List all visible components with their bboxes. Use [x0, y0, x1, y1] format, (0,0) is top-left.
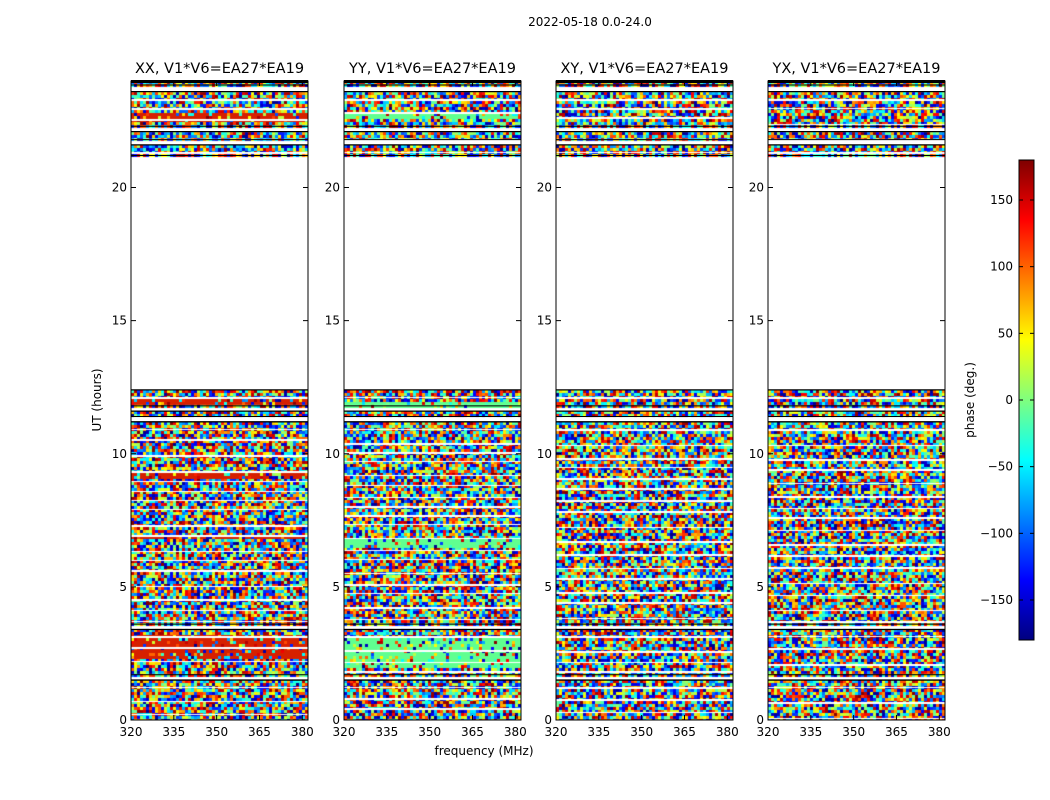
- x-tick-label: 335: [587, 725, 610, 739]
- y-tick-label: 15: [112, 314, 127, 328]
- y-tick-label: 10: [112, 447, 127, 461]
- panel-top-bar: [344, 80, 521, 83]
- x-tick-label: 365: [461, 725, 484, 739]
- panel-3: XY, V1*V6=EA27*EA19 320 335 350 365 380 0 5 10 15…: [537, 61, 739, 739]
- x-tick-label: 320: [545, 725, 568, 739]
- panel-title: YY, V1*V6=EA27*EA19: [348, 61, 516, 77]
- x-tick-label: 380: [291, 725, 314, 739]
- panel-top-bar: [556, 80, 733, 83]
- heatmap-cells: [768, 81, 945, 720]
- x-tick-label: 365: [673, 725, 696, 739]
- colorbar-tick-label: 150: [990, 193, 1013, 207]
- y-tick-label: 5: [119, 580, 127, 594]
- y-tick-label: 20: [537, 181, 552, 195]
- x-tick-label: 320: [757, 725, 780, 739]
- colorbar-tick-label: 0: [1005, 393, 1013, 407]
- colorbar-tick-label: 100: [990, 260, 1013, 274]
- panel-4: YX, V1*V6=EA27*EA19 320 335 350 365 380 0 5 10 15…: [749, 61, 951, 739]
- colorbar-tick-label: −50: [988, 460, 1013, 474]
- colorbar-tick-label: 50: [998, 326, 1013, 340]
- y-tick-label: 10: [325, 447, 340, 461]
- x-tick-label: 335: [162, 725, 185, 739]
- y-tick-label: 20: [112, 181, 127, 195]
- panel-title: XX, V1*V6=EA27*EA19: [135, 61, 304, 77]
- y-tick-label: 5: [332, 580, 340, 594]
- y-tick-label: 0: [332, 713, 340, 727]
- panel-title: XY, V1*V6=EA27*EA19: [560, 61, 728, 77]
- figure-suptitle: 2022-05-18 0.0-24.0: [528, 15, 652, 29]
- colorbar: 150 100 50 0 −50 −100 −150 phase (deg.): [963, 159, 1035, 641]
- y-tick-label: 15: [537, 314, 552, 328]
- x-tick-label: 335: [799, 725, 822, 739]
- colorbar-label: phase (deg.): [963, 362, 977, 438]
- x-tick-label: 350: [842, 725, 865, 739]
- y-tick-label: 10: [537, 447, 552, 461]
- y-tick-label: 20: [325, 181, 340, 195]
- x-tick-label: 350: [630, 725, 653, 739]
- x-tick-label: 335: [375, 725, 398, 739]
- heatmap-cells: [344, 81, 521, 720]
- x-tick-label: 380: [928, 725, 951, 739]
- x-tick-label: 320: [120, 725, 143, 739]
- y-tick-label: 5: [756, 580, 764, 594]
- x-tick-label: 380: [504, 725, 527, 739]
- x-axis-label: frequency (MHz): [434, 744, 533, 758]
- y-axis-label: UT (hours): [90, 368, 104, 431]
- panel-top-bar: [131, 80, 308, 83]
- panel-2: YY, V1*V6=EA27*EA19 320 335 350 365 380 0 5 10 15…: [325, 61, 527, 739]
- y-tick-label: 20: [749, 181, 764, 195]
- y-tick-label: 5: [544, 580, 552, 594]
- y-tick-label: 0: [756, 713, 764, 727]
- x-tick-label: 320: [333, 725, 356, 739]
- colorbar-tick-label: −150: [980, 593, 1013, 607]
- heatmap-cells: [131, 81, 308, 720]
- x-tick-label: 380: [716, 725, 739, 739]
- heatmap-cells: [556, 81, 733, 720]
- panel-1: XX, V1*V6=EA27*EA19 320 335 350 365 380 0 5 10 15…: [112, 61, 314, 739]
- panel-title: YX, V1*V6=EA27*EA19: [771, 61, 940, 77]
- x-tick-label: 365: [885, 725, 908, 739]
- y-tick-label: 10: [749, 447, 764, 461]
- panels-group: XX, V1*V6=EA27*EA19 320 335 350 365 380 0 5 10 15…: [112, 61, 951, 739]
- y-tick-label: 15: [749, 314, 764, 328]
- y-tick-label: 0: [544, 713, 552, 727]
- x-tick-label: 350: [418, 725, 441, 739]
- colorbar-tick-label: −100: [980, 526, 1013, 540]
- y-tick-label: 15: [325, 314, 340, 328]
- panel-top-bar: [768, 80, 945, 83]
- x-tick-label: 350: [205, 725, 228, 739]
- y-tick-label: 0: [119, 713, 127, 727]
- x-tick-label: 365: [248, 725, 271, 739]
